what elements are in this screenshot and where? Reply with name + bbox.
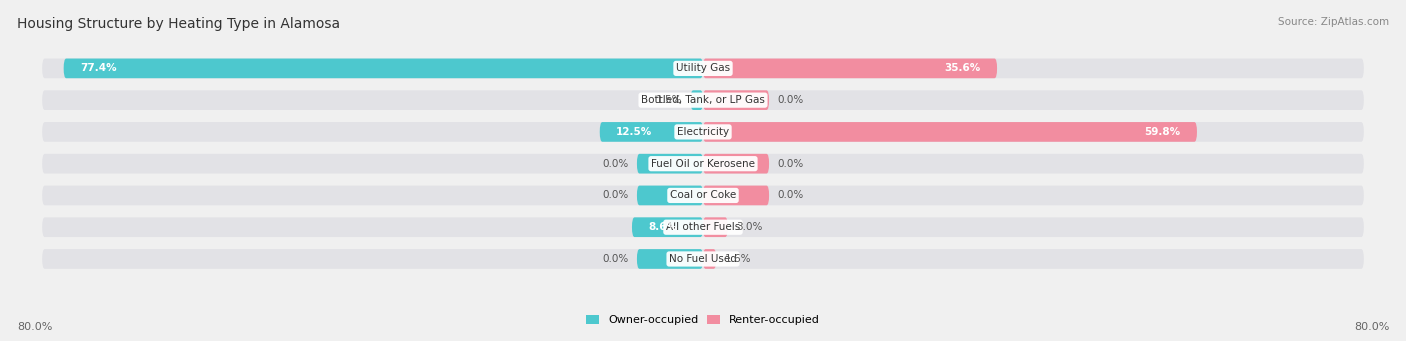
FancyBboxPatch shape [703, 186, 769, 205]
FancyBboxPatch shape [600, 122, 703, 142]
Text: 80.0%: 80.0% [17, 322, 52, 332]
Text: 80.0%: 80.0% [1354, 322, 1389, 332]
FancyBboxPatch shape [42, 90, 1364, 110]
Text: 1.5%: 1.5% [655, 95, 682, 105]
Text: Housing Structure by Heating Type in Alamosa: Housing Structure by Heating Type in Ala… [17, 17, 340, 31]
Text: Source: ZipAtlas.com: Source: ZipAtlas.com [1278, 17, 1389, 27]
Text: Utility Gas: Utility Gas [676, 63, 730, 73]
FancyBboxPatch shape [703, 154, 769, 174]
FancyBboxPatch shape [42, 59, 1364, 78]
FancyBboxPatch shape [63, 59, 703, 78]
Text: 3.0%: 3.0% [737, 222, 762, 232]
Text: Fuel Oil or Kerosene: Fuel Oil or Kerosene [651, 159, 755, 169]
Text: 59.8%: 59.8% [1144, 127, 1181, 137]
FancyBboxPatch shape [637, 186, 703, 205]
Text: 0.0%: 0.0% [602, 254, 628, 264]
FancyBboxPatch shape [631, 217, 703, 237]
Text: All other Fuels: All other Fuels [666, 222, 740, 232]
Text: 0.0%: 0.0% [778, 190, 804, 201]
Text: 0.0%: 0.0% [602, 190, 628, 201]
Legend: Owner-occupied, Renter-occupied: Owner-occupied, Renter-occupied [586, 315, 820, 325]
FancyBboxPatch shape [703, 217, 728, 237]
Text: 0.0%: 0.0% [778, 159, 804, 169]
Text: 0.0%: 0.0% [778, 95, 804, 105]
FancyBboxPatch shape [703, 122, 1197, 142]
Text: Electricity: Electricity [676, 127, 730, 137]
Text: 1.6%: 1.6% [724, 254, 751, 264]
Text: No Fuel Used: No Fuel Used [669, 254, 737, 264]
FancyBboxPatch shape [42, 122, 1364, 142]
FancyBboxPatch shape [42, 217, 1364, 237]
FancyBboxPatch shape [703, 59, 997, 78]
Text: 77.4%: 77.4% [80, 63, 117, 73]
Text: 0.0%: 0.0% [602, 159, 628, 169]
FancyBboxPatch shape [637, 154, 703, 174]
FancyBboxPatch shape [42, 249, 1364, 269]
Text: 8.6%: 8.6% [648, 222, 678, 232]
Text: Bottled, Tank, or LP Gas: Bottled, Tank, or LP Gas [641, 95, 765, 105]
FancyBboxPatch shape [42, 154, 1364, 174]
FancyBboxPatch shape [690, 90, 703, 110]
FancyBboxPatch shape [703, 90, 769, 110]
FancyBboxPatch shape [42, 186, 1364, 205]
Text: 12.5%: 12.5% [616, 127, 652, 137]
Text: Coal or Coke: Coal or Coke [669, 190, 737, 201]
FancyBboxPatch shape [703, 249, 716, 269]
FancyBboxPatch shape [637, 249, 703, 269]
Text: 35.6%: 35.6% [945, 63, 980, 73]
